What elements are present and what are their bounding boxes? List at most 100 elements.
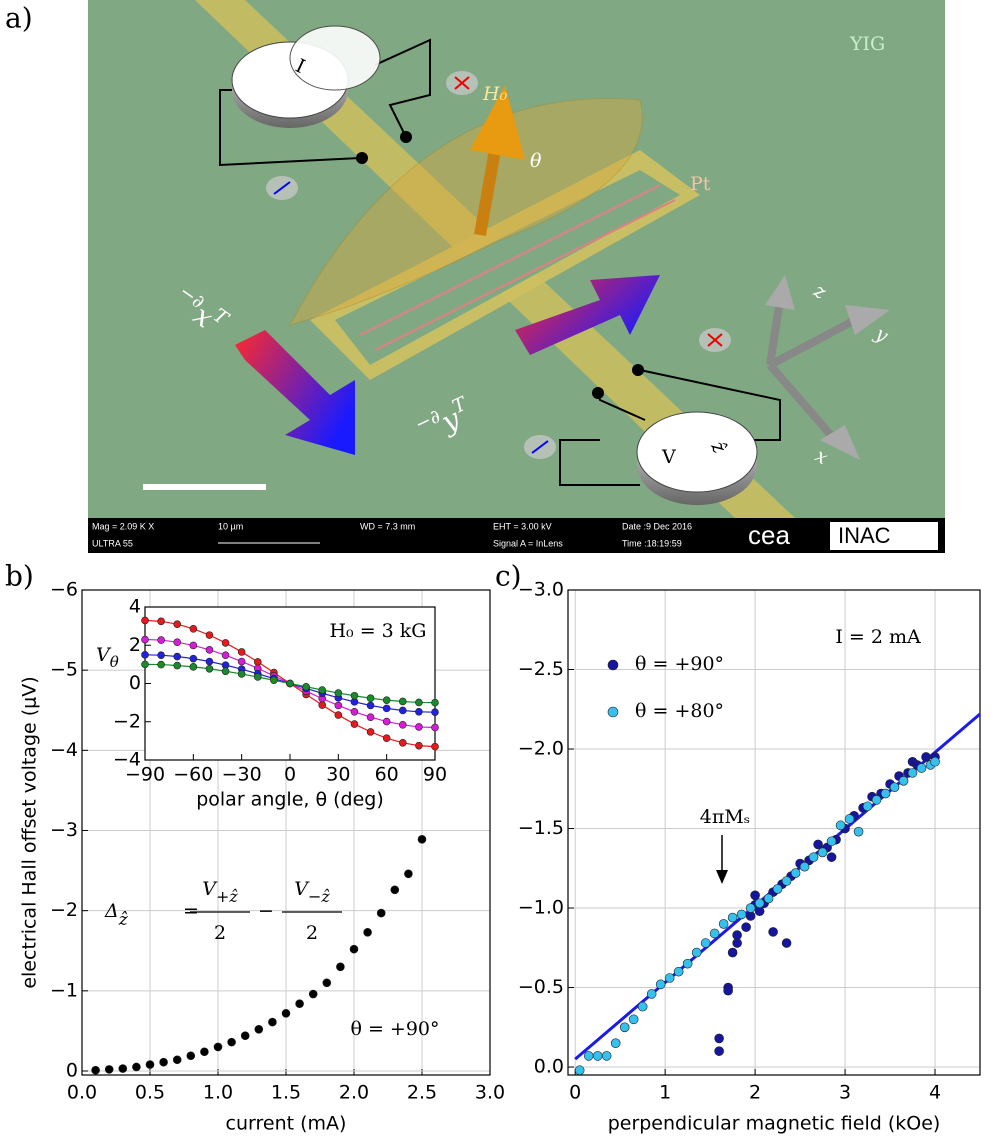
data-point [334, 689, 343, 697]
data-point [281, 1008, 291, 1018]
coordinate-axes [766, 299, 857, 443]
data-point [286, 679, 294, 688]
y-tick-label: −2.0 [518, 738, 564, 760]
sem-text: ULTRA 55 [92, 538, 133, 548]
data-point [104, 1065, 114, 1074]
data-point [240, 1031, 250, 1041]
y-axis-label: electrical Hall offset voltage (μV) [19, 676, 41, 988]
data-point [382, 717, 391, 726]
sign [707, 333, 723, 347]
data-point [173, 638, 182, 646]
x-tick-label: 2 [749, 1082, 761, 1104]
data-point [237, 648, 246, 656]
data-point [318, 701, 327, 709]
y-tick-label: −2.5 [518, 658, 564, 680]
axis-head [765, 275, 795, 310]
x-tick-label: 0.0 [67, 1082, 97, 1104]
data-point [295, 999, 304, 1008]
data-point [302, 682, 310, 691]
plot-frame [144, 606, 436, 761]
data-point [673, 966, 684, 977]
data-point [398, 721, 407, 729]
data-point [157, 617, 165, 626]
data-point [157, 660, 165, 669]
logo: cea [748, 520, 790, 550]
data-point [610, 1038, 621, 1048]
y-axis-label: Vθ [96, 644, 119, 671]
formula-part: +ẑ [216, 887, 238, 906]
data-point [745, 911, 756, 921]
data-point [270, 676, 278, 685]
data-point [253, 673, 262, 681]
data-point [700, 938, 711, 948]
data-point [732, 938, 742, 948]
data-point [415, 698, 423, 707]
data-point [930, 756, 940, 767]
data-point [308, 989, 318, 999]
formula-part: ẑ [118, 910, 129, 930]
data-point [221, 639, 230, 647]
data-point [189, 625, 198, 633]
axis-head [820, 425, 860, 460]
data-point [813, 839, 823, 850]
data-point [205, 631, 214, 639]
data-point [221, 667, 230, 676]
data-point [237, 670, 246, 678]
data-point [732, 930, 742, 940]
data-point [799, 861, 810, 872]
sem-text: WD = 7.3 mm [360, 521, 415, 531]
axis-head [845, 305, 890, 335]
annotation-arrow-head [716, 870, 728, 884]
y-tick-label: −1 [50, 979, 78, 1001]
formula-part: V−ẑ [294, 878, 330, 906]
data-point [889, 782, 900, 792]
data-point [141, 635, 149, 644]
data-point [336, 962, 345, 972]
y-tick-label: −2 [50, 899, 78, 921]
data-point [349, 944, 359, 954]
data-point [750, 890, 760, 901]
data-point [431, 723, 439, 732]
data-point [213, 1042, 223, 1052]
data-point [334, 701, 343, 710]
data-point [754, 906, 765, 917]
data-point [398, 738, 407, 747]
data-point [173, 620, 182, 629]
sem-info-bar [88, 518, 945, 553]
x-axis-label: current (mA) [226, 1113, 347, 1135]
data-point [619, 1022, 630, 1033]
formula-part: Δẑ [104, 900, 129, 930]
sem-text: Mag = 2.09 K X [92, 521, 154, 531]
data-point [363, 928, 372, 937]
gradient-arrow [515, 275, 660, 355]
data-point [772, 884, 783, 894]
data-point [268, 1017, 277, 1027]
data-point [718, 919, 729, 929]
label: H₀ [482, 83, 508, 105]
panel-label: a) [5, 2, 33, 35]
x-tick-label: 2.5 [407, 1082, 437, 1104]
x-tick-label: 1.5 [271, 1082, 301, 1104]
data-point [682, 958, 693, 969]
data-point [186, 1051, 196, 1061]
x-tick-label: 1 [659, 1082, 671, 1104]
data-point [907, 768, 918, 778]
x-axis-label: perpendicular magnetic field (kOe) [608, 1113, 941, 1135]
data-point [376, 908, 386, 918]
x-tick-label: 2.0 [339, 1082, 369, 1104]
sign [273, 181, 291, 195]
data-point [574, 1065, 585, 1076]
current-source [289, 25, 381, 91]
x-tick-label: 0 [569, 1082, 581, 1104]
logo-box [830, 522, 938, 550]
data-point [880, 788, 891, 799]
data-point [254, 1025, 264, 1034]
sem-text: Signal A = InLens [493, 538, 563, 548]
data-point [808, 852, 819, 862]
data-point [366, 694, 375, 703]
x-tick-label: 90 [423, 764, 447, 786]
data-point [157, 636, 165, 644]
data-point [382, 704, 391, 713]
sem-text: Time :18:19:59 [622, 538, 682, 548]
data-point [141, 660, 149, 669]
